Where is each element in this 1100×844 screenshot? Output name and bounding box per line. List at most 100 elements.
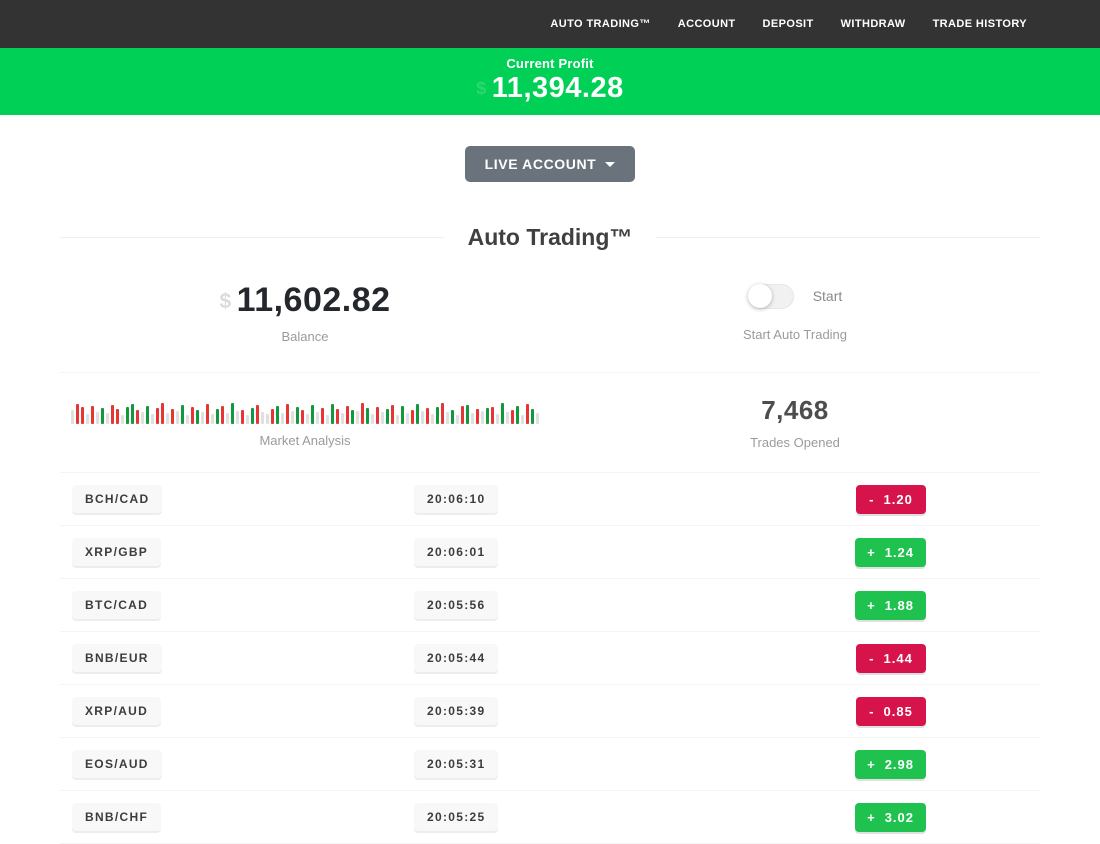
candle-bar (226, 412, 229, 424)
candle-bar (161, 402, 164, 424)
candle-bar (171, 408, 174, 424)
candle-bar (221, 405, 224, 424)
candle-bar (91, 405, 94, 424)
candle-bar (191, 406, 194, 424)
currency-ghost-icon: $ (476, 78, 487, 98)
candle-bar (201, 411, 204, 424)
pair-badge: EOS/AUD (72, 750, 162, 778)
sign: - (869, 650, 875, 666)
candle-bar (216, 408, 219, 424)
candle-bar (76, 403, 79, 424)
candle-bar (256, 404, 259, 424)
start-label: Start (812, 288, 843, 304)
candle-bar (481, 410, 484, 424)
candle-bar (451, 409, 454, 424)
sign: + (867, 544, 876, 560)
chevron-down-icon (605, 161, 616, 167)
candle-bar (346, 405, 349, 424)
pair-badge: BNB/CHF (72, 803, 162, 831)
toggle-knob (747, 283, 772, 308)
candle-bar (261, 411, 264, 424)
candle-bar (331, 403, 334, 424)
candle-bar (421, 410, 424, 424)
nav-item-deposit[interactable]: DEPOSIT (762, 18, 814, 30)
candle-bar (156, 407, 159, 424)
live-account-dropdown[interactable]: LIVE ACCOUNT (464, 146, 636, 182)
candle-bar (211, 413, 214, 424)
candle-bar (246, 414, 249, 424)
candle-bar (286, 403, 289, 424)
candle-bar (386, 408, 389, 424)
candle-bar (81, 406, 84, 424)
start-auto-trading-label: Start Auto Trading (742, 326, 848, 342)
candle-bar (306, 413, 309, 424)
candle-bar (416, 403, 419, 424)
candle-bar (86, 413, 89, 424)
candle-bar (476, 408, 479, 424)
candle-bar (431, 413, 434, 424)
candle-bar (531, 408, 534, 424)
candle-bar (521, 414, 524, 424)
candle-bar (276, 405, 279, 424)
sign: + (867, 809, 876, 825)
candle-bar (166, 412, 169, 424)
candle-bar (106, 412, 109, 424)
trade-row: BNB/EUR 20:05:44 -1.44 (60, 632, 1040, 685)
time-badge: 20:05:56 (414, 591, 499, 619)
candle-bar (536, 412, 539, 424)
account-selector-section: LIVE ACCOUNT (0, 115, 1100, 182)
candle-bar (296, 406, 299, 424)
nav-item-trade-history[interactable]: TRADE HISTORY (932, 18, 1027, 30)
pair-badge: BTC/CAD (72, 591, 162, 619)
trade-row: XRP/GBP 20:06:01 +1.24 (60, 526, 1040, 579)
time-badge: 20:06:01 (414, 538, 499, 566)
trades-opened-value: 7,468 (761, 395, 829, 425)
candle-bar (396, 414, 399, 424)
candle-bar (406, 412, 409, 424)
candle-bar (411, 409, 414, 424)
trades-opened-block: 7,468 Trades Opened (550, 373, 1040, 472)
trade-row: BTC/CAD 20:05:56 +1.88 (60, 579, 1040, 632)
profit-badge: -1.20 (856, 484, 926, 514)
candle-bar (461, 405, 464, 424)
candle-bar (241, 409, 244, 424)
candle-bar (336, 408, 339, 424)
trades-list: BCH/CAD 20:06:10 -1.20 XRP/GBP 20:06:01 … (60, 473, 1040, 844)
candle-bar (511, 409, 514, 424)
trades-opened-label: Trades Opened (750, 435, 840, 450)
candle-bar (206, 403, 209, 424)
start-auto-trading-toggle[interactable] (747, 283, 794, 309)
candle-bar (146, 405, 149, 424)
currency-ghost-icon: $ (219, 290, 232, 313)
candle-bar (501, 402, 504, 424)
candle-bar (316, 411, 319, 424)
auto-trading-toggle-block: Start Start Auto Trading (550, 253, 1040, 372)
time-badge: 20:06:10 (414, 485, 499, 513)
nav-item-auto-trading[interactable]: AUTO TRADING™ (550, 18, 651, 30)
value: 1.24 (884, 544, 914, 560)
candle-bar (236, 410, 239, 424)
value: 1.20 (883, 491, 913, 507)
candle-bar (136, 409, 139, 424)
time-badge: 20:05:44 (414, 644, 499, 672)
pair-badge: XRP/GBP (72, 538, 162, 566)
candle-bar (441, 402, 444, 424)
candle-bar (311, 404, 314, 424)
candle-bar (121, 414, 124, 424)
candle-bar (71, 409, 74, 424)
candle-bar (341, 412, 344, 424)
candle-bar (291, 410, 294, 424)
candle-bar (281, 412, 284, 424)
candle-bar (251, 407, 254, 424)
candle-bar (371, 413, 374, 424)
profit-banner: Current Profit $11,394.28 (0, 48, 1100, 115)
nav-item-withdraw[interactable]: WITHDRAW (840, 18, 906, 30)
candle-bar (301, 409, 304, 424)
candle-bar (186, 414, 189, 424)
candle-bar (381, 411, 384, 424)
nav-item-account[interactable]: ACCOUNT (677, 18, 736, 30)
profit-badge: +1.88 (855, 590, 926, 620)
balance-value: $11,602.82 (219, 281, 390, 320)
live-account-label: LIVE ACCOUNT (484, 156, 597, 172)
market-trades-row: Market Analysis 7,468 Trades Opened (60, 373, 1040, 473)
